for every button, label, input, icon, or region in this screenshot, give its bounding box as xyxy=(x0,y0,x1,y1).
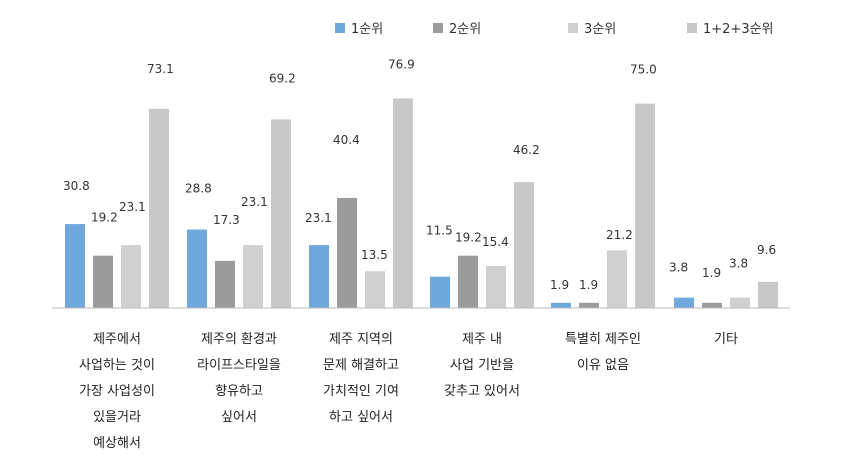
data-label: 13.5 xyxy=(361,248,388,262)
bar xyxy=(674,297,694,308)
bar xyxy=(702,302,722,308)
bar xyxy=(730,297,750,308)
category-label: 제주 내 사업 기반을 갖추고 있어서 xyxy=(444,332,520,399)
data-label: 40.4 xyxy=(333,133,360,147)
bar xyxy=(337,197,357,308)
bar xyxy=(514,182,534,308)
legend-swatch xyxy=(335,23,345,33)
category-label: 특별히 제주인 이유 없음 xyxy=(565,332,641,373)
data-label: 19.2 xyxy=(91,211,118,225)
data-label: 23.1 xyxy=(119,200,146,214)
legend-swatch xyxy=(687,23,697,33)
category-label: 제주의 환경과 라이프스타일을 향유하고 싶어서 xyxy=(197,332,281,425)
value-labels: 30.8 28.8 23.1 11.5 1.9 3.8 19.2 17.3 40.4 19.2 1.… xyxy=(63,57,776,291)
bar xyxy=(430,276,450,308)
data-label: 76.9 xyxy=(388,57,415,71)
data-label: 1.9 xyxy=(579,278,598,292)
data-label: 19.2 xyxy=(455,231,482,245)
bar xyxy=(607,250,627,308)
data-label: 28.8 xyxy=(185,182,212,196)
bar xyxy=(271,119,291,309)
bar xyxy=(215,260,235,308)
data-label: 69.2 xyxy=(269,71,296,85)
data-label: 46.2 xyxy=(513,143,540,157)
data-label: 15.4 xyxy=(482,235,509,249)
bar xyxy=(551,302,571,308)
legend-label: 3순위 xyxy=(584,22,616,37)
bar xyxy=(393,98,413,308)
data-label: 1.9 xyxy=(702,266,721,280)
bar xyxy=(65,224,85,308)
category-label: 제주 지역의 문제 해결하고 가치적인 기여 하고 싶어서 xyxy=(323,332,399,425)
data-label: 17.3 xyxy=(213,213,240,227)
data-label: 23.1 xyxy=(305,211,332,225)
bar xyxy=(149,108,169,309)
data-label: 9.6 xyxy=(757,243,776,257)
bar xyxy=(243,245,263,308)
data-label: 23.1 xyxy=(241,195,268,209)
bar xyxy=(187,229,207,308)
data-label: 11.5 xyxy=(426,224,453,238)
bar xyxy=(458,255,478,308)
bar xyxy=(486,266,506,308)
bar xyxy=(93,255,113,308)
data-label: 3.8 xyxy=(669,261,688,275)
legend-swatch xyxy=(568,23,578,33)
category-label: 기타 xyxy=(714,332,738,347)
bar xyxy=(309,245,329,308)
legend-swatch xyxy=(433,23,443,33)
data-label: 1.9 xyxy=(550,278,569,292)
bar xyxy=(365,271,385,308)
category-labels: 제주에서 사업하는 것이 가장 사업성이 있을거라 예상해서 제주의 환경과 라이프스타일을… xyxy=(79,332,738,451)
data-label: 30.8 xyxy=(63,179,90,193)
legend-label: 1순위 xyxy=(351,22,383,37)
bar xyxy=(635,103,655,308)
category-label: 제주에서 사업하는 것이 가장 사업성이 있을거라 예상해서 xyxy=(79,332,155,451)
data-label: 75.0 xyxy=(630,63,657,77)
bar xyxy=(121,245,141,308)
data-label: 3.8 xyxy=(729,257,748,271)
bars xyxy=(65,98,778,309)
legend-label: 2순위 xyxy=(449,22,481,37)
legend-label: 1+2+3순위 xyxy=(703,22,774,37)
legend: 1순위 2순위 3순위 1+2+3순위 xyxy=(335,22,774,37)
data-label: 21.2 xyxy=(606,228,633,242)
bar xyxy=(579,302,599,308)
data-label: 73.1 xyxy=(147,62,174,76)
bar xyxy=(758,281,778,308)
